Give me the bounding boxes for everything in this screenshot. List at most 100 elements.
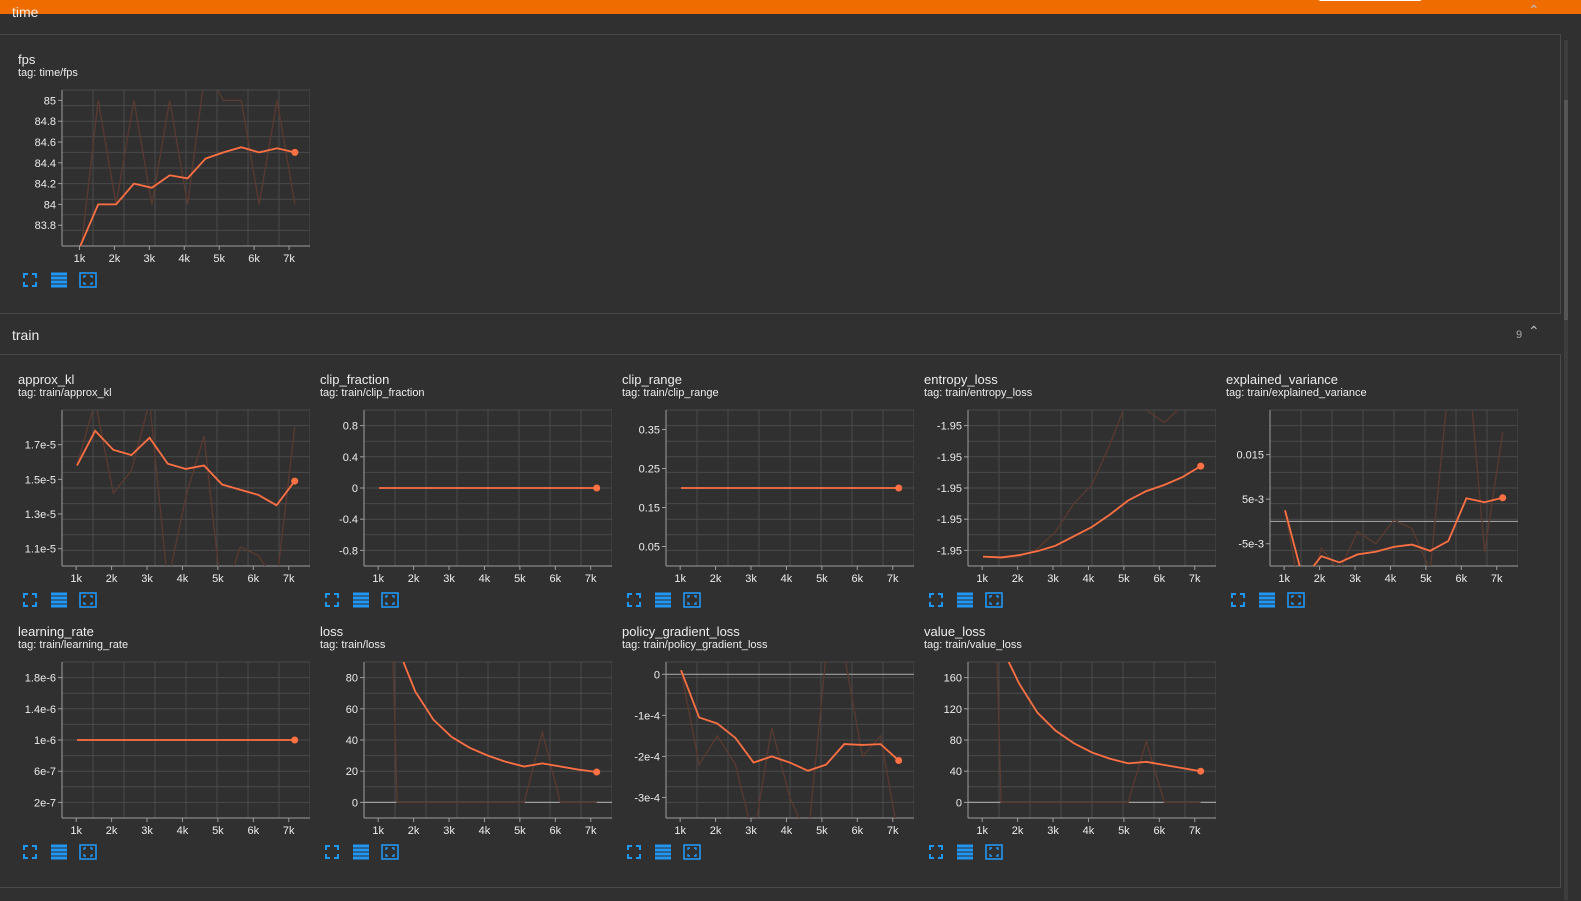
data-table-icon[interactable] — [1257, 590, 1277, 610]
fit-domain-icon[interactable] — [78, 270, 98, 290]
raw-series-line — [76, 410, 296, 566]
top-bar-button[interactable] — [1318, 0, 1422, 1]
fullscreen-icon[interactable] — [1228, 590, 1248, 610]
chart-title: loss — [320, 624, 344, 639]
group-header-train[interactable]: train 9 ⌃ — [0, 314, 1561, 354]
fullscreen-icon[interactable] — [20, 590, 40, 610]
fullscreen-icon[interactable] — [926, 842, 946, 862]
line-chart-fps[interactable]: 85 84.8 84.6 84.4 84.2 84 83.8 1k 2k 3k 4k 5k 6k 7k — [0, 76, 310, 266]
chart-card-policy_gradient_loss: policy_gradient_loss tag: train/policy_gr… — [604, 624, 914, 869]
line-chart-explained_variance[interactable]: 0.015 5e-3 -5e-3 1k 2k 3k 4k 5k 6k 7k — [1208, 396, 1518, 586]
y-tick-label: 0 — [352, 483, 358, 495]
y-tick-label: 1.4e-6 — [25, 704, 56, 716]
y-tick-label: 0 — [654, 669, 660, 681]
x-tick-label: 3k — [745, 825, 757, 837]
smoothed-series-line — [79, 146, 296, 246]
fullscreen-icon[interactable] — [624, 590, 644, 610]
raw-series-line — [1284, 410, 1504, 566]
scrollbar-track[interactable] — [1564, 40, 1568, 900]
x-tick-label: 4k — [479, 825, 491, 837]
data-table-icon[interactable] — [49, 270, 69, 290]
x-tick-label: 4k — [781, 573, 793, 585]
x-tick-label: 5k — [816, 573, 828, 585]
fit-domain-icon[interactable] — [380, 842, 400, 862]
line-chart-approx_kl[interactable]: 1.7e-5 1.5e-5 1.3e-5 1.1e-5 1k 2k 3k 4k 5k 6k 7k — [0, 396, 310, 586]
last-point-marker — [1499, 494, 1507, 502]
chart-card-clip_range: clip_range tag: train/clip_range 0.35 0.25 0… — [604, 372, 914, 617]
data-table-icon[interactable] — [653, 842, 673, 862]
x-tick-label: 7k — [887, 573, 899, 585]
fullscreen-icon[interactable] — [20, 842, 40, 862]
y-tick-label: -0.4 — [339, 514, 358, 526]
data-table-icon[interactable] — [955, 842, 975, 862]
y-tick-label: 0.25 — [639, 464, 660, 476]
y-tick-label: 0.15 — [639, 503, 660, 515]
y-tick-label: 0.35 — [639, 425, 660, 437]
x-tick-label: 2k — [1314, 573, 1326, 585]
data-table-icon[interactable] — [49, 590, 69, 610]
x-tick-label: 7k — [1491, 573, 1503, 585]
y-tick-label: 120 — [944, 704, 962, 716]
fit-domain-icon[interactable] — [682, 590, 702, 610]
fit-domain-icon[interactable] — [78, 590, 98, 610]
scrollbar-thumb[interactable] — [1564, 100, 1568, 320]
fit-domain-icon[interactable] — [380, 590, 400, 610]
top-accent-bar — [0, 0, 1581, 14]
fit-domain-icon[interactable] — [984, 842, 1004, 862]
y-tick-label: -3e-4 — [634, 792, 660, 804]
x-tick-label: 2k — [710, 573, 722, 585]
fullscreen-icon[interactable] — [624, 842, 644, 862]
fit-domain-icon[interactable] — [682, 842, 702, 862]
x-tick-label: 4k — [177, 825, 189, 837]
x-tick-label: 7k — [283, 253, 295, 265]
raw-series-line — [680, 662, 896, 818]
y-tick-label: -1e-4 — [634, 710, 660, 722]
fit-domain-icon[interactable] — [78, 842, 98, 862]
y-tick-label: 20 — [346, 766, 358, 778]
chart-title: value_loss — [924, 624, 986, 639]
x-tick-label: 4k — [1083, 825, 1095, 837]
data-table-icon[interactable] — [351, 590, 371, 610]
chart-tag: tag: train/learning_rate — [18, 639, 129, 651]
last-point-marker — [593, 768, 601, 776]
line-chart-clip_range[interactable]: 0.35 0.25 0.15 0.05 1k 2k 3k 4k 5k 6k 7k — [604, 396, 914, 586]
x-tick-label: 6k — [1456, 573, 1468, 585]
raw-series-line — [982, 410, 1179, 559]
last-point-marker — [291, 736, 299, 744]
line-chart-value_loss[interactable]: 160 120 80 40 0 1k 2k 3k 4k 5k 6k 7k — [906, 648, 1216, 838]
fullscreen-icon[interactable] — [20, 270, 40, 290]
line-chart-clip_fraction[interactable]: 0.8 0.4 0 -0.4 -0.8 1k 2k 3k 4k 5k 6k 7k — [302, 396, 612, 586]
y-tick-label: 6e-7 — [34, 766, 56, 778]
x-tick-label: 6k — [1154, 573, 1166, 585]
chart-tag: tag: train/entropy_loss — [924, 387, 1033, 399]
line-chart-entropy_loss[interactable]: -1.95 -1.95 -1.95 -1.95 -1.95 1k 2k 3k 4k 5k 6k 7k — [906, 396, 1216, 586]
y-tick-label: 60 — [346, 704, 358, 716]
smoothed-series-line — [1007, 662, 1201, 773]
y-tick-label: -5e-3 — [1238, 539, 1264, 551]
fit-domain-icon[interactable] — [984, 590, 1004, 610]
data-table-icon[interactable] — [351, 842, 371, 862]
data-table-icon[interactable] — [653, 590, 673, 610]
fit-domain-icon[interactable] — [1286, 590, 1306, 610]
data-table-icon[interactable] — [49, 842, 69, 862]
raw-series-line — [392, 662, 597, 804]
x-tick-label: 5k — [514, 573, 526, 585]
smoothed-series-line — [982, 465, 1202, 559]
chart-tag: tag: time/fps — [18, 67, 78, 79]
x-tick-label: 3k — [141, 825, 153, 837]
fullscreen-icon[interactable] — [926, 590, 946, 610]
chart-card-learning_rate: learning_rate tag: train/learning_rate 1.8… — [0, 624, 310, 869]
fullscreen-icon[interactable] — [322, 842, 342, 862]
line-chart-loss[interactable]: 80 60 40 20 0 1k 2k 3k 4k 5k 6k 7k — [302, 648, 612, 838]
chart-card-clip_fraction: clip_fraction tag: train/clip_fraction 0.8… — [302, 372, 612, 617]
fullscreen-icon[interactable] — [322, 590, 342, 610]
chevron-up-icon[interactable]: ⌃ — [1528, 323, 1540, 339]
chart-tag: tag: train/clip_fraction — [320, 387, 425, 399]
chevron-up-icon[interactable]: ⌃ — [1528, 2, 1540, 18]
x-tick-label: 3k — [443, 573, 455, 585]
line-chart-learning_rate[interactable]: 1.8e-6 1.4e-6 1e-6 6e-7 2e-7 1k 2k 3k 4k 5k 6k 7k — [0, 648, 310, 838]
data-table-icon[interactable] — [955, 590, 975, 610]
x-tick-label: 2k — [106, 573, 118, 585]
line-chart-policy_gradient_loss[interactable]: 0 -1e-4 -2e-4 -3e-4 1k 2k 3k 4k 5k 6k 7k — [604, 648, 914, 838]
chart-tag: tag: train/loss — [320, 639, 386, 651]
